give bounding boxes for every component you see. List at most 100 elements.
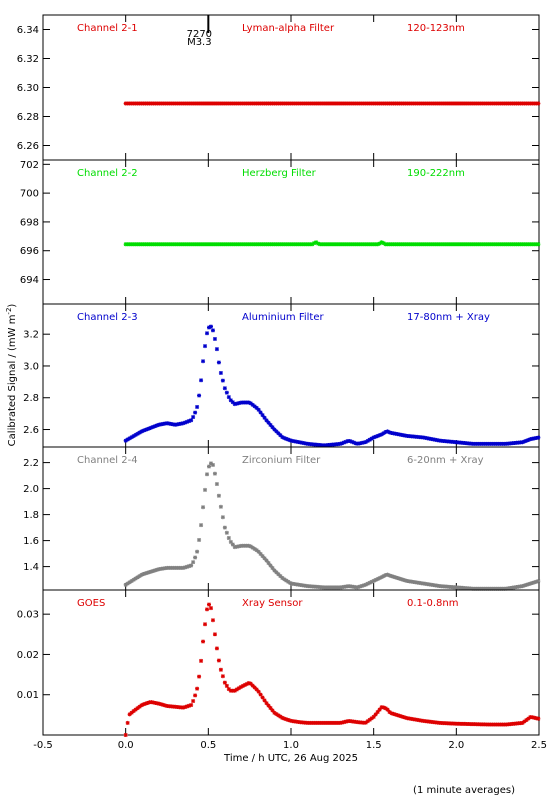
x-tick-label: 1.0 [283, 740, 299, 751]
data-point [238, 685, 243, 690]
event-marker: 7270 M3.3 [187, 15, 212, 48]
data-point [385, 572, 390, 577]
panel-3: 2.6 2.8 3.0 3.2 Channel 2-3 Aluminium Filter 1… [23, 303, 541, 448]
panel-filter-label: Lyman-alpha Filter [242, 23, 335, 34]
data-point [526, 716, 531, 721]
data-point [395, 713, 400, 718]
data-point [145, 570, 150, 575]
data-point [381, 705, 386, 710]
y-tick-label: 1.6 [23, 536, 39, 547]
data-point [268, 706, 273, 711]
data-point [248, 401, 253, 406]
data-point [385, 429, 390, 434]
data-point [195, 686, 200, 691]
data-point [129, 710, 134, 715]
data-point [254, 548, 259, 553]
data-point [210, 618, 215, 623]
data-point [387, 710, 392, 715]
data-point [262, 698, 267, 703]
x-tick-label: -0.5 [33, 740, 53, 751]
data-point [260, 695, 265, 700]
data-point [284, 436, 289, 441]
data-point [181, 565, 186, 570]
data-point [141, 702, 146, 707]
data-point [208, 606, 213, 611]
x-axis: -0.5 0.0 0.5 1.0 1.5 2.0 2.5 [33, 740, 547, 751]
data-point [135, 575, 140, 580]
data-point [282, 716, 287, 721]
series-markers [123, 324, 541, 448]
data-point [189, 418, 194, 423]
data-point [191, 560, 196, 565]
data-point [201, 505, 206, 510]
data-point [274, 712, 279, 717]
data-point [274, 570, 279, 575]
data-point [272, 568, 277, 573]
data-point [149, 569, 154, 574]
data-point [139, 429, 144, 434]
data-point [536, 435, 541, 440]
data-point [272, 427, 277, 432]
data-point [153, 424, 158, 429]
data-point [389, 574, 394, 579]
data-point [248, 544, 253, 549]
data-point [147, 570, 152, 575]
panel-filter-label: Xray Sensor [242, 598, 303, 609]
data-point [232, 688, 237, 693]
data-point [246, 400, 251, 405]
y-tick-label: 6.26 [17, 141, 39, 152]
data-point [347, 439, 352, 444]
data-point [365, 438, 370, 443]
data-point [522, 719, 527, 724]
data-point [312, 241, 317, 246]
data-point [135, 706, 140, 711]
data-point [141, 428, 146, 433]
data-point [153, 568, 158, 573]
data-point [145, 700, 150, 705]
data-point [401, 577, 406, 582]
data-point [224, 530, 229, 535]
data-point [220, 674, 225, 679]
data-point [280, 435, 285, 440]
panel-channel-label: Channel 2-3 [77, 312, 138, 323]
data-point [383, 706, 388, 711]
data-point [377, 433, 382, 438]
data-point [379, 240, 384, 245]
data-point [359, 583, 364, 588]
panel-channel-label: Channel 2-4 [77, 455, 138, 466]
data-point [381, 241, 386, 246]
data-point [252, 685, 257, 690]
data-point [127, 436, 132, 441]
data-point [197, 393, 202, 398]
data-point [520, 720, 525, 725]
data-point [369, 436, 374, 441]
y-tick-label: 3.0 [23, 361, 39, 372]
data-point [149, 425, 154, 430]
data-point [361, 583, 366, 588]
data-point [195, 549, 200, 554]
data-point [365, 719, 370, 724]
y-tick-label: 1.8 [23, 510, 39, 521]
data-point [524, 582, 529, 587]
data-point [310, 242, 315, 247]
x-axis-label: Time / h UTC, 26 Aug 2025 [223, 753, 358, 764]
data-point [125, 437, 130, 442]
x-tick-label: 0.0 [118, 740, 134, 751]
data-point [230, 542, 235, 547]
data-point [199, 658, 204, 663]
data-point [276, 713, 281, 718]
data-point [262, 415, 267, 420]
data-point [258, 551, 263, 556]
data-point [246, 543, 251, 548]
data-point [391, 711, 396, 716]
data-point [163, 703, 168, 708]
data-point [276, 431, 281, 436]
data-point [240, 684, 245, 689]
panel-band-label: 0.1-0.8nm [407, 598, 459, 609]
data-point [187, 703, 192, 708]
data-point [375, 577, 380, 582]
data-point [367, 717, 372, 722]
data-point [185, 564, 190, 569]
y-tick-label: 698 [20, 217, 39, 228]
data-point [339, 441, 344, 446]
